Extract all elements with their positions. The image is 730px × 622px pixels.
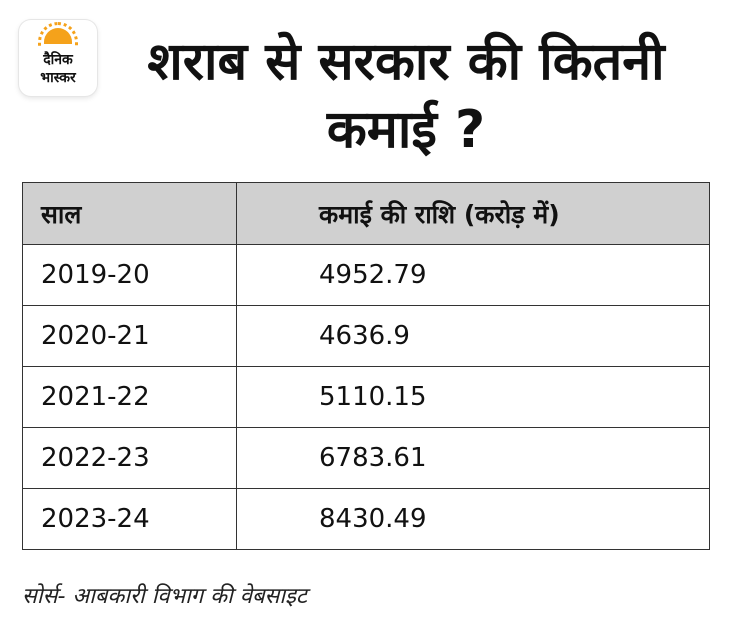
sun-rays-icon bbox=[38, 22, 78, 46]
cell-amount: 8430.49 bbox=[236, 488, 710, 550]
cell-amount: 5110.15 bbox=[236, 366, 710, 428]
sun-icon bbox=[44, 28, 72, 44]
cell-amount: 4952.79 bbox=[236, 244, 710, 306]
source-note: सोर्स- आबकारी विभाग की वेबसाइट bbox=[22, 584, 308, 609]
table-row: 2022-23 6783.61 bbox=[22, 427, 710, 489]
table-row: 2020-21 4636.9 bbox=[22, 305, 710, 367]
table-row: 2023-24 8430.49 bbox=[22, 488, 710, 550]
cell-amount: 4636.9 bbox=[236, 305, 710, 367]
cell-year: 2021-22 bbox=[22, 366, 237, 428]
table-row: 2019-20 4952.79 bbox=[22, 244, 710, 306]
logo-line-2: भास्कर bbox=[40, 70, 76, 86]
page-title: शराब से सरकार की कितनी कमाई ? bbox=[147, 32, 665, 160]
brand-logo: दैनिक भास्कर bbox=[19, 20, 97, 96]
cell-year: 2019-20 bbox=[22, 244, 237, 306]
cell-year: 2022-23 bbox=[22, 427, 237, 489]
table-header-row: साल कमाई की राशि (करोड़ में) bbox=[22, 182, 710, 245]
logo-line-1: दैनिक bbox=[43, 52, 73, 68]
table-row: 2021-22 5110.15 bbox=[22, 366, 710, 428]
cell-amount: 6783.61 bbox=[236, 427, 710, 489]
column-header-amount: कमाई की राशि (करोड़ में) bbox=[236, 182, 710, 245]
cell-year: 2023-24 bbox=[22, 488, 237, 550]
column-header-year: साल bbox=[22, 182, 237, 245]
data-table: साल कमाई की राशि (करोड़ में) 2019-20 495… bbox=[22, 182, 710, 550]
cell-year: 2020-21 bbox=[22, 305, 237, 367]
